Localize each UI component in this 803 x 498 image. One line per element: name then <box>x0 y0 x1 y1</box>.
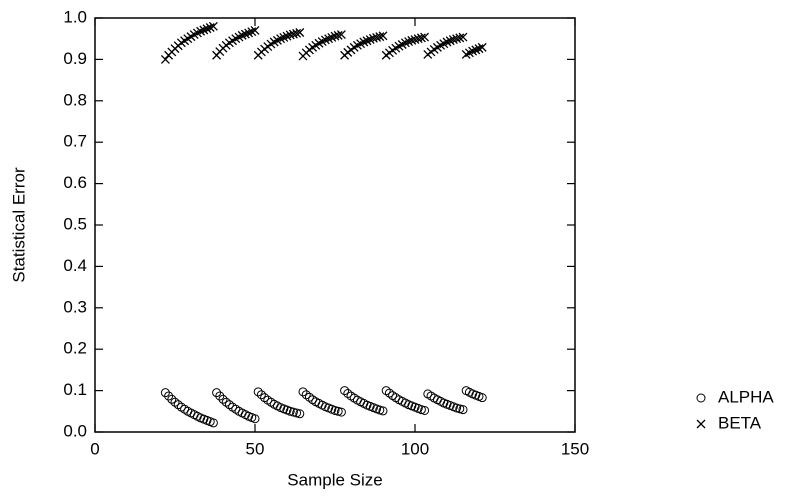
point <box>221 397 231 407</box>
x-axis-title: Sample Size <box>287 470 382 489</box>
legend-label: BETA <box>718 413 762 432</box>
y-tick-label: 0.9 <box>63 49 87 68</box>
x-tick-label: 150 <box>561 439 589 458</box>
point <box>378 31 388 41</box>
point <box>333 406 343 416</box>
y-tick-label: 0.1 <box>63 380 87 399</box>
point <box>298 387 308 397</box>
point <box>160 388 170 398</box>
point <box>301 390 311 400</box>
point <box>458 32 468 42</box>
point <box>336 407 346 417</box>
point <box>304 392 314 402</box>
point <box>167 394 177 404</box>
point <box>368 33 378 43</box>
point <box>458 405 468 415</box>
point <box>336 30 346 40</box>
point <box>448 35 458 44</box>
point <box>253 387 263 397</box>
point <box>292 28 302 38</box>
legend-marker <box>696 393 706 403</box>
y-tick-label: 0.5 <box>63 214 87 233</box>
point <box>413 34 423 44</box>
point <box>455 33 465 43</box>
point <box>215 391 225 401</box>
point <box>375 32 385 42</box>
point <box>292 408 302 418</box>
point <box>212 388 222 398</box>
point <box>407 35 417 45</box>
point <box>256 390 266 400</box>
point <box>455 404 465 414</box>
point <box>208 21 218 31</box>
point <box>416 405 426 415</box>
x-tick-label: 100 <box>401 439 429 458</box>
point <box>330 31 340 41</box>
y-tick-label: 0.6 <box>63 173 87 192</box>
point <box>477 393 487 403</box>
point <box>477 42 487 52</box>
point <box>420 405 430 415</box>
point <box>260 393 270 403</box>
y-tick-label: 0.2 <box>63 339 87 358</box>
point <box>452 34 462 44</box>
y-tick-label: 0.4 <box>63 256 87 275</box>
point <box>420 32 430 42</box>
point <box>285 406 295 416</box>
point <box>250 25 260 35</box>
y-tick-label: 0.3 <box>63 297 87 316</box>
point <box>416 33 426 43</box>
y-tick-label: 0.0 <box>63 421 87 440</box>
point <box>343 388 353 398</box>
point <box>288 29 298 39</box>
y-axis-title: Statistical Error <box>9 167 28 283</box>
point <box>378 406 388 416</box>
point <box>160 54 170 64</box>
point <box>173 400 183 410</box>
plot-frame <box>94 17 576 433</box>
point <box>340 386 350 396</box>
point <box>295 28 305 37</box>
legend-marker <box>696 419 706 429</box>
x-tick-label: 0 <box>90 439 99 458</box>
point <box>218 394 228 404</box>
x-tick-label: 50 <box>246 439 265 458</box>
point <box>208 418 218 428</box>
point <box>330 405 340 415</box>
legend-label: ALPHA <box>718 387 774 406</box>
point <box>410 35 420 44</box>
point <box>333 30 343 40</box>
point <box>452 403 462 413</box>
y-tick-label: 0.8 <box>63 90 87 109</box>
y-tick-label: 1.0 <box>63 7 87 26</box>
point <box>288 407 298 417</box>
point <box>384 388 394 398</box>
point <box>372 32 382 42</box>
point <box>381 386 391 396</box>
point <box>295 409 305 419</box>
point <box>375 405 385 415</box>
point <box>250 414 260 424</box>
point <box>224 400 234 410</box>
point <box>170 397 180 407</box>
y-tick-label: 0.7 <box>63 132 87 151</box>
point <box>164 391 174 401</box>
point <box>285 30 295 40</box>
